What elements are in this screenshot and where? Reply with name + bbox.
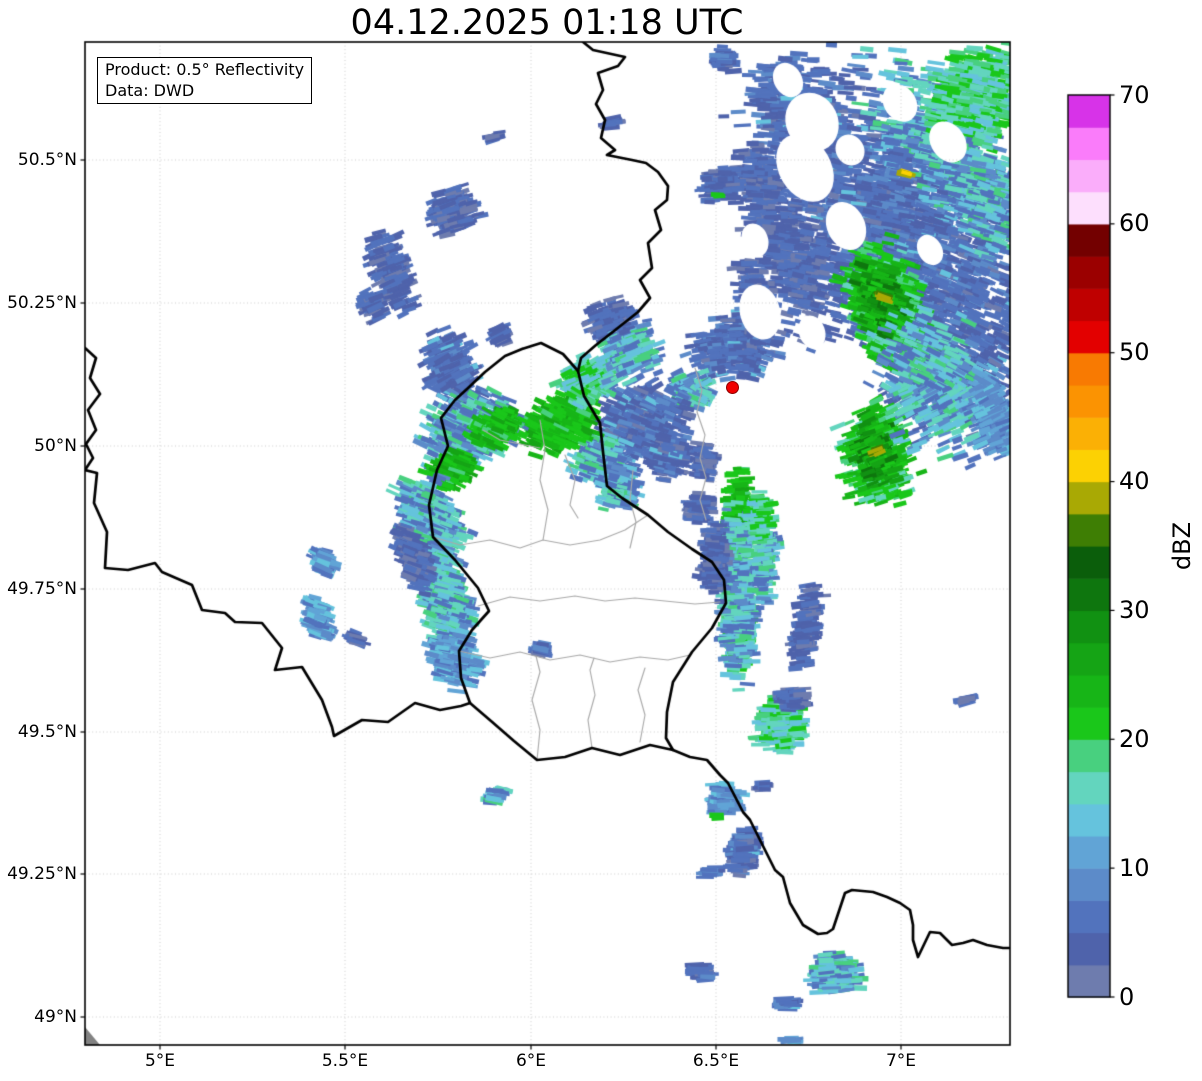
figure-title: 04.12.2025 01:18 UTC	[350, 3, 744, 43]
colorbar-tick-label: 30	[1119, 595, 1150, 624]
product-info-box: Product: 0.5° Reflectivity Data: DWD	[97, 57, 313, 105]
colorbar-axis-label: dBZ	[1168, 521, 1196, 571]
y-tick-label: 49.25°N	[7, 863, 77, 884]
x-tick-label: 5.5°E	[321, 1051, 369, 1071]
colorbar-tick-label: 10	[1119, 853, 1150, 882]
data-source-line: Data: DWD	[105, 81, 195, 101]
colorbar-tick-label: 70	[1119, 80, 1150, 109]
y-tick-label: 49°N	[34, 1006, 77, 1027]
colorbar-tick-label: 20	[1119, 724, 1150, 753]
product-line: Product: 0.5° Reflectivity	[105, 60, 305, 79]
y-tick-label: 50.25°N	[7, 292, 77, 313]
radar-site-marker	[726, 381, 739, 394]
colorbar-tick-label: 40	[1119, 467, 1150, 496]
x-tick-label: 6°E	[515, 1051, 547, 1071]
y-tick-label: 50.5°N	[17, 149, 77, 170]
x-tick-label: 5°E	[144, 1051, 176, 1071]
y-tick-label: 49.5°N	[17, 721, 77, 742]
x-tick-label: 7°E	[885, 1051, 917, 1071]
colorbar-tick-label: 0	[1119, 982, 1135, 1011]
colorbar-tick-label: 60	[1119, 209, 1150, 238]
colorbar-tick-label: 50	[1119, 338, 1150, 367]
x-tick-label: 6.5°E	[692, 1051, 740, 1071]
y-tick-label: 49.75°N	[7, 578, 77, 599]
y-tick-label: 50°N	[34, 435, 77, 456]
